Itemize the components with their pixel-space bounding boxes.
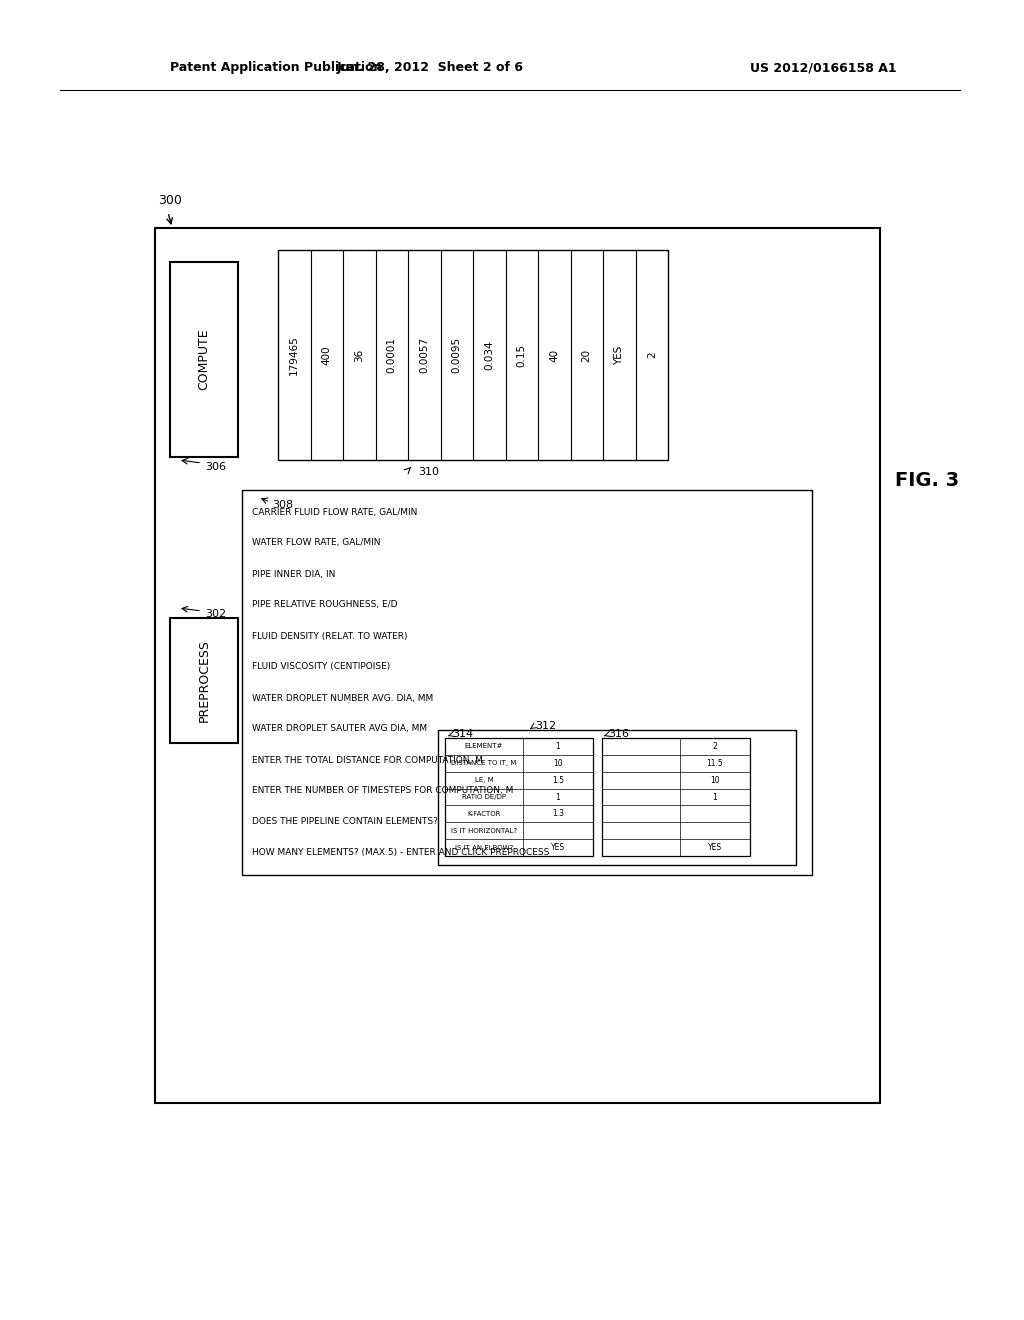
Text: YES: YES <box>614 346 625 364</box>
Text: 1.3: 1.3 <box>552 809 564 818</box>
Bar <box>155 228 880 1104</box>
Text: 400: 400 <box>322 346 332 364</box>
Text: DISTANCE TO IT, M: DISTANCE TO IT, M <box>452 760 517 767</box>
Text: IS IT HORIZONTAL?: IS IT HORIZONTAL? <box>451 828 517 834</box>
Text: FLUID VISCOSITY (CENTIPOISE): FLUID VISCOSITY (CENTIPOISE) <box>252 663 390 672</box>
Text: YES: YES <box>708 843 722 853</box>
Text: IS IT AN ELBOW?: IS IT AN ELBOW? <box>455 845 513 850</box>
Text: 36: 36 <box>354 348 365 362</box>
Text: 310: 310 <box>418 467 439 477</box>
Bar <box>242 490 812 875</box>
Text: RATIO DE/DP: RATIO DE/DP <box>462 795 506 800</box>
Bar <box>602 738 750 855</box>
Text: DOES THE PIPELINE CONTAIN ELEMENTS?: DOES THE PIPELINE CONTAIN ELEMENTS? <box>252 817 438 826</box>
Text: ENTER THE NUMBER OF TIMESTEPS FOR COMPUTATION, M: ENTER THE NUMBER OF TIMESTEPS FOR COMPUT… <box>252 787 513 796</box>
Text: 10: 10 <box>711 776 720 784</box>
Text: Jun. 28, 2012  Sheet 2 of 6: Jun. 28, 2012 Sheet 2 of 6 <box>337 62 523 74</box>
Text: 306: 306 <box>205 462 226 473</box>
Text: Patent Application Publication: Patent Application Publication <box>170 62 382 74</box>
Text: 0.0095: 0.0095 <box>452 337 462 374</box>
Text: 0.0057: 0.0057 <box>419 337 429 374</box>
Text: FLUID DENSITY (RELAT. TO WATER): FLUID DENSITY (RELAT. TO WATER) <box>252 631 408 640</box>
Text: 314: 314 <box>452 729 473 739</box>
Text: 308: 308 <box>272 500 293 510</box>
Text: 1: 1 <box>713 792 718 801</box>
Text: 2: 2 <box>713 742 718 751</box>
Text: 2: 2 <box>647 351 656 358</box>
Text: 0.15: 0.15 <box>517 343 526 367</box>
Bar <box>445 738 593 855</box>
Text: K-FACTOR: K-FACTOR <box>467 810 501 817</box>
Text: 1.5: 1.5 <box>552 776 564 784</box>
Text: 1: 1 <box>556 742 560 751</box>
Text: 179465: 179465 <box>289 335 299 375</box>
Text: ENTER THE TOTAL DISTANCE FOR COMPUTATION, M: ENTER THE TOTAL DISTANCE FOR COMPUTATION… <box>252 755 483 764</box>
Text: 20: 20 <box>582 348 592 362</box>
Text: US 2012/0166158 A1: US 2012/0166158 A1 <box>750 62 897 74</box>
Text: 10: 10 <box>553 759 563 768</box>
Bar <box>278 249 668 459</box>
Text: 11.5: 11.5 <box>707 759 723 768</box>
Text: FIG. 3: FIG. 3 <box>895 470 959 490</box>
Bar <box>170 618 238 743</box>
Text: WATER DROPLET NUMBER AVG. DIA, MM: WATER DROPLET NUMBER AVG. DIA, MM <box>252 693 433 702</box>
Text: COMPUTE: COMPUTE <box>198 329 211 391</box>
Text: PIPE INNER DIA, IN: PIPE INNER DIA, IN <box>252 569 336 578</box>
Text: 0.0001: 0.0001 <box>387 337 396 374</box>
Text: 312: 312 <box>535 721 556 731</box>
Text: HOW MANY ELEMENTS? (MAX.5) - ENTER AND CLICK PREPROCESS: HOW MANY ELEMENTS? (MAX.5) - ENTER AND C… <box>252 849 549 858</box>
Bar <box>170 261 238 457</box>
Text: 316: 316 <box>608 729 629 739</box>
Text: 302: 302 <box>205 609 226 619</box>
Text: 1: 1 <box>556 792 560 801</box>
Text: YES: YES <box>551 843 565 853</box>
Text: PIPE RELATIVE ROUGHNESS, E/D: PIPE RELATIVE ROUGHNESS, E/D <box>252 601 397 610</box>
Text: WATER DROPLET SAUTER AVG DIA, MM: WATER DROPLET SAUTER AVG DIA, MM <box>252 725 427 734</box>
Text: 300: 300 <box>158 194 182 206</box>
Text: LE, M: LE, M <box>475 777 494 783</box>
Bar <box>438 730 796 865</box>
Text: CARRIER FLUID FLOW RATE, GAL/MIN: CARRIER FLUID FLOW RATE, GAL/MIN <box>252 507 418 516</box>
Text: ELEMENT#: ELEMENT# <box>465 743 503 750</box>
Text: PREPROCESS: PREPROCESS <box>198 639 211 722</box>
Text: 0.034: 0.034 <box>484 341 495 370</box>
Text: WATER FLOW RATE, GAL/MIN: WATER FLOW RATE, GAL/MIN <box>252 539 381 548</box>
Text: 40: 40 <box>549 348 559 362</box>
